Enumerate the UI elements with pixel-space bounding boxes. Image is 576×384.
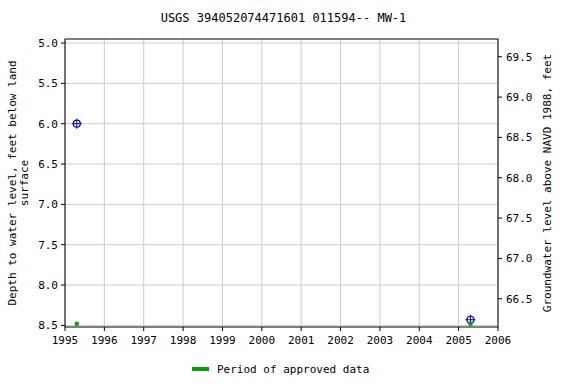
x-tick [143, 327, 144, 331]
y2-tick-label: 68.0 [506, 172, 533, 185]
grid-line-y [65, 204, 498, 205]
x-tick-label: 1999 [209, 334, 236, 347]
grid-line-y [65, 43, 498, 44]
x-tick-label: 2000 [249, 334, 276, 347]
x-tick-label: 2005 [445, 334, 472, 347]
chart-root: USGS 394052074471601 011594-- MW-1 1995 19… [0, 0, 576, 384]
point-cross [76, 119, 77, 129]
x-tick-label: 1996 [91, 334, 118, 347]
grid-line-y [65, 244, 498, 245]
x-tick [65, 327, 66, 331]
x-tick-label: 2004 [406, 334, 433, 347]
y2-tick-label: 67.0 [506, 252, 533, 265]
grid-line-x [301, 39, 302, 327]
y2-tick [498, 56, 502, 57]
y2-tick-label: 69.5 [506, 51, 533, 64]
grid-line-x [379, 39, 380, 327]
y2-tick [498, 177, 502, 178]
y-tick-label: 5.5 [38, 77, 58, 90]
x-tick [340, 327, 341, 331]
x-tick [379, 327, 380, 331]
y-axis-label-line: surface [18, 160, 31, 206]
y-tick-label: 6.0 [38, 118, 58, 131]
approved-mark [75, 322, 79, 326]
legend-label: Period of approved data [217, 363, 369, 376]
grid-line-y [65, 123, 498, 124]
data-group [72, 119, 476, 326]
x-tick-label: 2006 [485, 334, 512, 347]
y2-tick [498, 97, 502, 98]
approved-mark [468, 322, 472, 326]
y-axis-label: Depth to water level, feet below landsur… [6, 60, 31, 305]
x-tick [261, 327, 262, 331]
plot-frame [65, 39, 498, 327]
y2-tick [498, 218, 502, 219]
y-tick-label: 7.5 [38, 239, 58, 252]
grid-line-y [65, 83, 498, 84]
x-tick-label: 1995 [52, 334, 79, 347]
x-tick [222, 327, 223, 331]
y-tick [61, 325, 65, 326]
background [0, 0, 576, 384]
y2-tick-label: 68.5 [506, 131, 533, 144]
legend-swatch [192, 367, 209, 371]
x-tick [419, 327, 420, 331]
grid-line-y [65, 325, 498, 326]
y2-tick-label: 66.5 [506, 293, 533, 306]
grid-line-x [183, 39, 184, 327]
grid-line-x [419, 39, 420, 327]
grid-line-x [143, 39, 144, 327]
grid-line-x [222, 39, 223, 327]
x-tick-label: 2002 [327, 334, 354, 347]
y2-tick [498, 298, 502, 299]
grid-line-y [65, 164, 498, 165]
title: USGS 394052074471601 011594-- MW-1 [161, 11, 407, 25]
y-tick [61, 285, 65, 286]
grid-line-x [458, 39, 459, 327]
x-tick-label: 1997 [130, 334, 157, 347]
y2-tick [498, 137, 502, 138]
y-tick-label: 7.0 [38, 198, 58, 211]
y-tick-label: 8.5 [38, 319, 58, 332]
grid-line-y [65, 285, 498, 286]
y2-axis-label: Groundwater level above NAVD 1988, feet [541, 54, 554, 312]
y-tick-label: 5.0 [38, 37, 58, 50]
x-tick-label: 2001 [288, 334, 315, 347]
x-tick [104, 327, 105, 331]
grid-line-x [104, 39, 105, 327]
x-tick-label: 2003 [367, 334, 394, 347]
grid-line-x [261, 39, 262, 327]
y-tick [61, 244, 65, 245]
y2-tick-label: 67.5 [506, 212, 533, 225]
x-tick-label: 1998 [170, 334, 197, 347]
y-tick [61, 123, 65, 124]
y-tick [61, 164, 65, 165]
y-tick-label: 8.0 [38, 279, 58, 292]
x-tick [458, 327, 459, 331]
y2-tick-label: 69.0 [506, 91, 533, 104]
data-point [72, 119, 82, 129]
x-tick [183, 327, 184, 331]
y-tick [61, 43, 65, 44]
y-tick [61, 204, 65, 205]
y-tick [61, 83, 65, 84]
y-tick-label: 6.5 [38, 158, 58, 171]
x-tick [498, 327, 499, 331]
x-tick [301, 327, 302, 331]
chart: USGS 394052074471601 011594-- MW-1 1995 19… [0, 0, 576, 384]
grid-line-x [340, 39, 341, 327]
y2-tick [498, 258, 502, 259]
